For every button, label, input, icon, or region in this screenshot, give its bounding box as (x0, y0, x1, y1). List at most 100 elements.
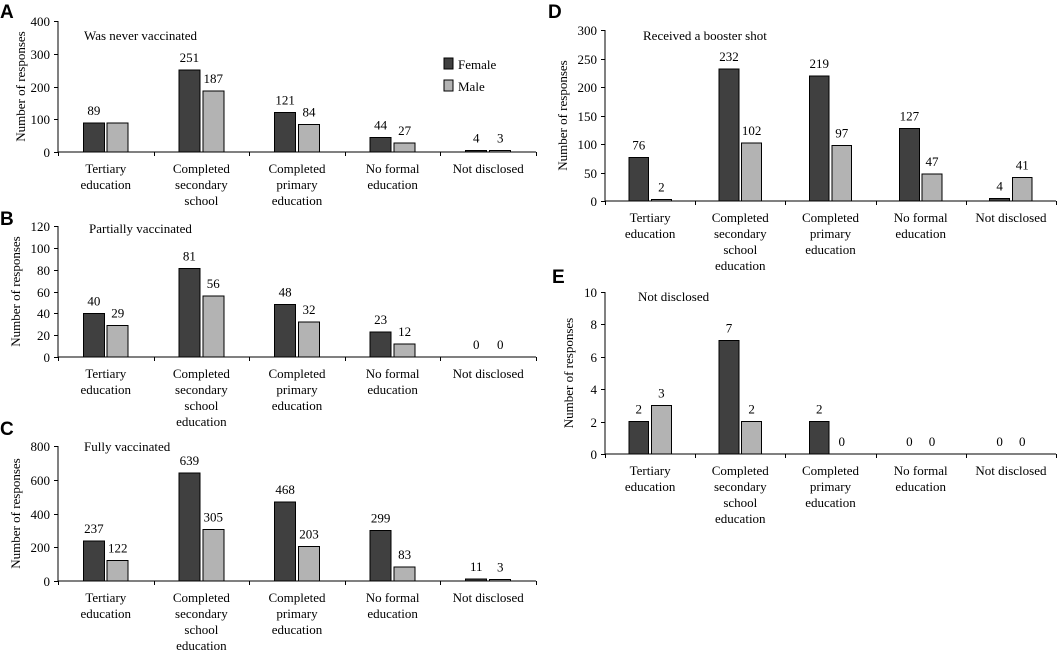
x-tick-label: education (805, 495, 856, 510)
x-tick-label: education (81, 177, 132, 192)
y-tick-label: 200 (578, 80, 598, 95)
bar-female (989, 198, 1011, 202)
y-tick-label: 40 (37, 306, 50, 321)
bar-male (651, 199, 672, 202)
panel-title: Received a booster shot (643, 28, 767, 43)
bar-female (274, 304, 296, 358)
y-tick-label: 120 (31, 219, 51, 234)
bar-male (921, 173, 943, 202)
data-label: 41 (1016, 158, 1029, 173)
y-tick-label: 100 (31, 112, 51, 127)
x-tick-label: education (625, 479, 676, 494)
bar-male (393, 343, 416, 358)
data-label: 83 (398, 547, 411, 562)
x-tick-label: Tertiary (630, 210, 671, 225)
x-tick-label: education (272, 398, 323, 413)
bar-female (369, 331, 392, 358)
x-tick-label: secondary (175, 606, 228, 621)
bar-male (202, 529, 225, 582)
data-label: 81 (183, 249, 196, 264)
data-label: 232 (719, 49, 739, 64)
bar-female (82, 312, 105, 358)
y-tick-label: 20 (37, 328, 50, 343)
x-tick-label: secondary (175, 177, 228, 192)
data-label: 29 (111, 305, 124, 320)
bar-female (899, 128, 920, 202)
panel-title: Was never vaccinated (84, 28, 198, 43)
x-tick-label: education (805, 242, 856, 257)
y-axis-label: Number of responses (561, 318, 576, 428)
panel-label: C (0, 419, 14, 440)
bar-female (274, 501, 296, 582)
x-tick-label: school (184, 622, 218, 637)
data-label: 639 (180, 453, 200, 468)
y-tick-label: 8 (591, 317, 598, 332)
x-tick-label: Completed (712, 463, 770, 478)
x-tick-label: education (81, 382, 132, 397)
bar-female (178, 472, 201, 582)
panel-e: E Not disclosed Number of responses 0 2 4 6 8 10… (552, 267, 1057, 526)
data-label: 102 (742, 123, 762, 138)
x-tick-label: primary (276, 177, 318, 192)
x-tick-label: No formal (894, 210, 948, 225)
bar-female (465, 578, 488, 582)
bar-female (628, 421, 650, 455)
bar-male (831, 145, 853, 202)
x-tick-label: secondary (175, 382, 228, 397)
x-tick-label: primary (810, 226, 852, 241)
y-tick-label: 60 (37, 285, 50, 300)
panel-label: A (0, 2, 14, 23)
data-label: 4 (473, 131, 480, 146)
x-tick-label: school (723, 242, 757, 257)
data-label: 84 (303, 105, 317, 120)
bar-male (297, 124, 320, 153)
data-label: 0 (839, 434, 846, 449)
y-tick-label: 10 (584, 285, 597, 300)
y-tick-label: 200 (31, 80, 51, 95)
x-tick-label: Not disclosed (975, 463, 1047, 478)
y-tick-label: 400 (31, 14, 51, 29)
legend-swatch-female (443, 57, 454, 70)
data-label: 203 (299, 527, 319, 542)
bar-female (628, 157, 650, 202)
panel-c: C Fully vaccinated Number of responses 0 200… (0, 419, 537, 653)
x-tick-label: school (184, 398, 218, 413)
data-label: 12 (398, 324, 411, 339)
legend-label-male: Male (458, 79, 485, 94)
data-label: 305 (204, 510, 224, 525)
x-tick-label: Completed (268, 366, 326, 381)
x-tick-label: Tertiary (85, 366, 126, 381)
data-label: 48 (279, 285, 292, 300)
bar-male (106, 122, 129, 153)
y-axis-label: Number of responses (13, 31, 28, 141)
data-label: 251 (180, 50, 200, 65)
x-tick-label: Completed (268, 590, 326, 605)
data-label: 0 (473, 337, 480, 352)
data-label: 0 (996, 434, 1003, 449)
data-label: 3 (658, 385, 665, 400)
y-axis-label: Number of responses (8, 458, 23, 568)
panel-label: E (552, 267, 565, 288)
bar-male (393, 566, 416, 582)
x-tick-label: Completed (173, 366, 231, 381)
x-tick-label: Not disclosed (453, 161, 525, 176)
x-tick-label: school (723, 495, 757, 510)
x-tick-label: Not disclosed (453, 590, 525, 605)
bar-female (465, 150, 488, 153)
y-tick-label: 4 (591, 382, 598, 397)
x-tick-label: Completed (173, 161, 231, 176)
bar-female (274, 111, 296, 153)
bar-female (718, 68, 740, 202)
y-tick-label: 300 (578, 23, 598, 38)
legend-swatch-male (443, 79, 454, 92)
bar-female (808, 421, 830, 455)
bar-male (489, 579, 512, 582)
x-tick-label: education (272, 193, 323, 208)
y-tick-label: 6 (591, 350, 598, 365)
bar-male (741, 142, 763, 202)
data-label: 187 (204, 71, 224, 86)
x-tick-label: education (625, 226, 676, 241)
data-label: 3 (497, 131, 504, 146)
y-axis-label: Number of responses (555, 60, 570, 170)
x-tick-label: education (367, 177, 418, 192)
